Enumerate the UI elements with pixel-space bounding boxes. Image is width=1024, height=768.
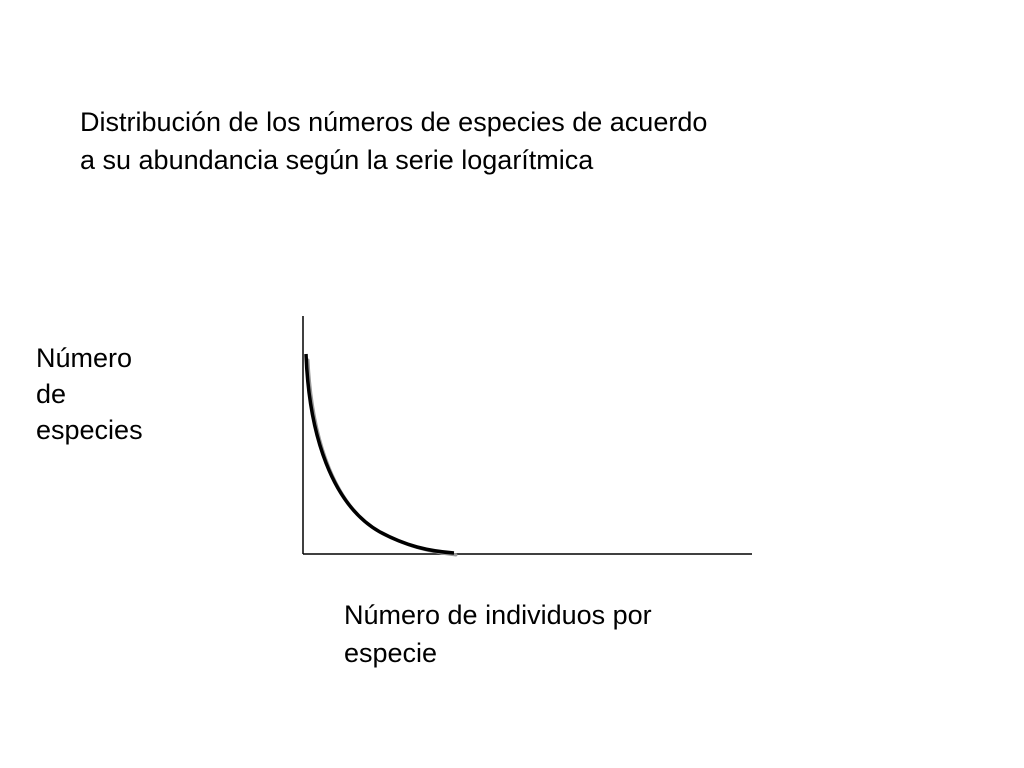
x-axis-label-line-2: especie [344, 638, 438, 668]
title-line-1: Distribución de los números de especies … [80, 107, 708, 137]
x-axis-label: Número de individuos por especie [344, 596, 652, 672]
title-line-2: a su abundancia según la serie logarítmi… [80, 145, 594, 175]
y-axis-label-line-2: de [36, 379, 67, 409]
y-axis-label: Número de especies [36, 340, 143, 448]
diagram-title: Distribución de los números de especies … [80, 103, 940, 179]
y-axis-label-line-3: especies [36, 415, 143, 445]
x-axis-label-line-1: Número de individuos por [344, 600, 652, 630]
curve-shadow [306, 358, 458, 557]
logarithmic-series-curve [304, 353, 455, 555]
y-axis-label-line-1: Número [36, 343, 133, 373]
